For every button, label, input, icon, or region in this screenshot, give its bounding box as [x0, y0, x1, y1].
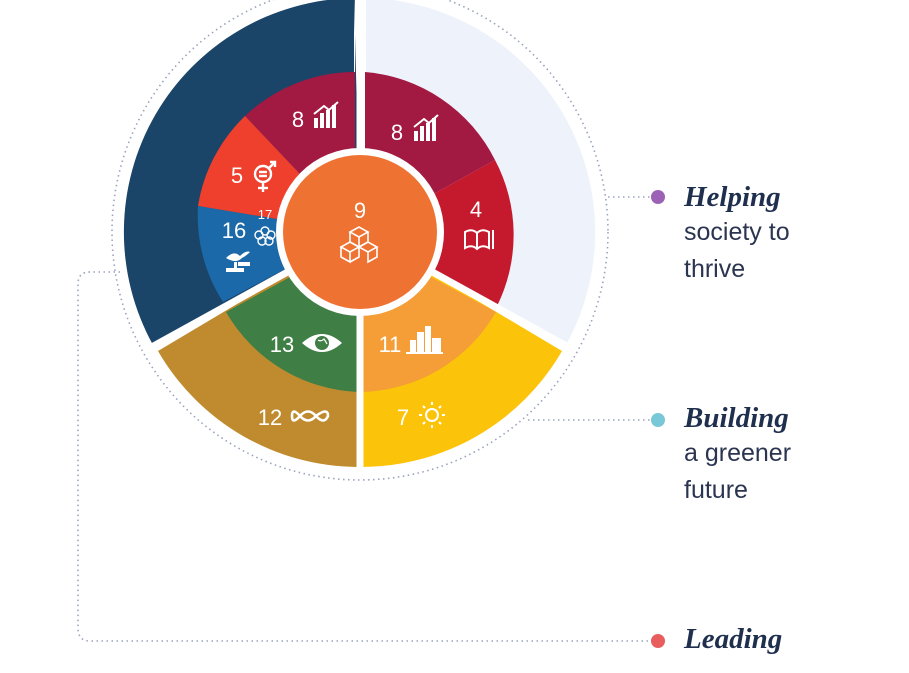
goal8-left-number: 8	[292, 107, 304, 132]
gender-equality-icon	[253, 160, 277, 192]
cubes-icon	[339, 226, 379, 264]
legend-building: Building a greener future	[684, 401, 854, 509]
goal16-number: 16	[222, 218, 246, 243]
legend-dot-building	[651, 413, 665, 427]
legend-title-leading: Leading	[684, 623, 783, 655]
legend-dot-leading	[651, 634, 665, 648]
center-goal9	[283, 155, 437, 309]
book-pencil-icon	[464, 229, 494, 251]
city-buildings-icon	[406, 326, 443, 354]
infinity-icon	[290, 410, 330, 422]
legend-title-helping: Helping	[684, 181, 781, 213]
legend-connectors	[77, 196, 652, 642]
growth-chart-icon	[313, 101, 339, 128]
partnership-flower-icon	[254, 226, 276, 246]
goal13-number: 13	[270, 332, 294, 357]
outer-dotted-ring	[111, 0, 609, 481]
legend-description-helping: society to thrive	[684, 218, 790, 283]
legend-description-building: a greener future	[684, 439, 792, 504]
dove-gavel-icon	[226, 251, 250, 272]
center-number: 9	[354, 198, 366, 223]
legend-title-building: Building	[684, 402, 789, 434]
growth-chart-icon	[413, 114, 439, 141]
eye-globe-icon	[302, 334, 342, 352]
goal12-number: 12	[258, 405, 282, 430]
legend-leading: Leading	[684, 622, 782, 656]
legend-dot-helping	[651, 190, 665, 204]
goal8-right-number: 8	[391, 120, 403, 145]
legend-helping: Helping society to thrive	[684, 180, 854, 288]
goal7-number: 7	[397, 405, 409, 430]
goal4-number: 4	[470, 197, 482, 222]
sun-power-icon	[419, 402, 445, 428]
goal5-number: 5	[231, 163, 243, 188]
goal17-number: 17	[258, 207, 272, 222]
goal11-number: 11	[379, 332, 402, 357]
